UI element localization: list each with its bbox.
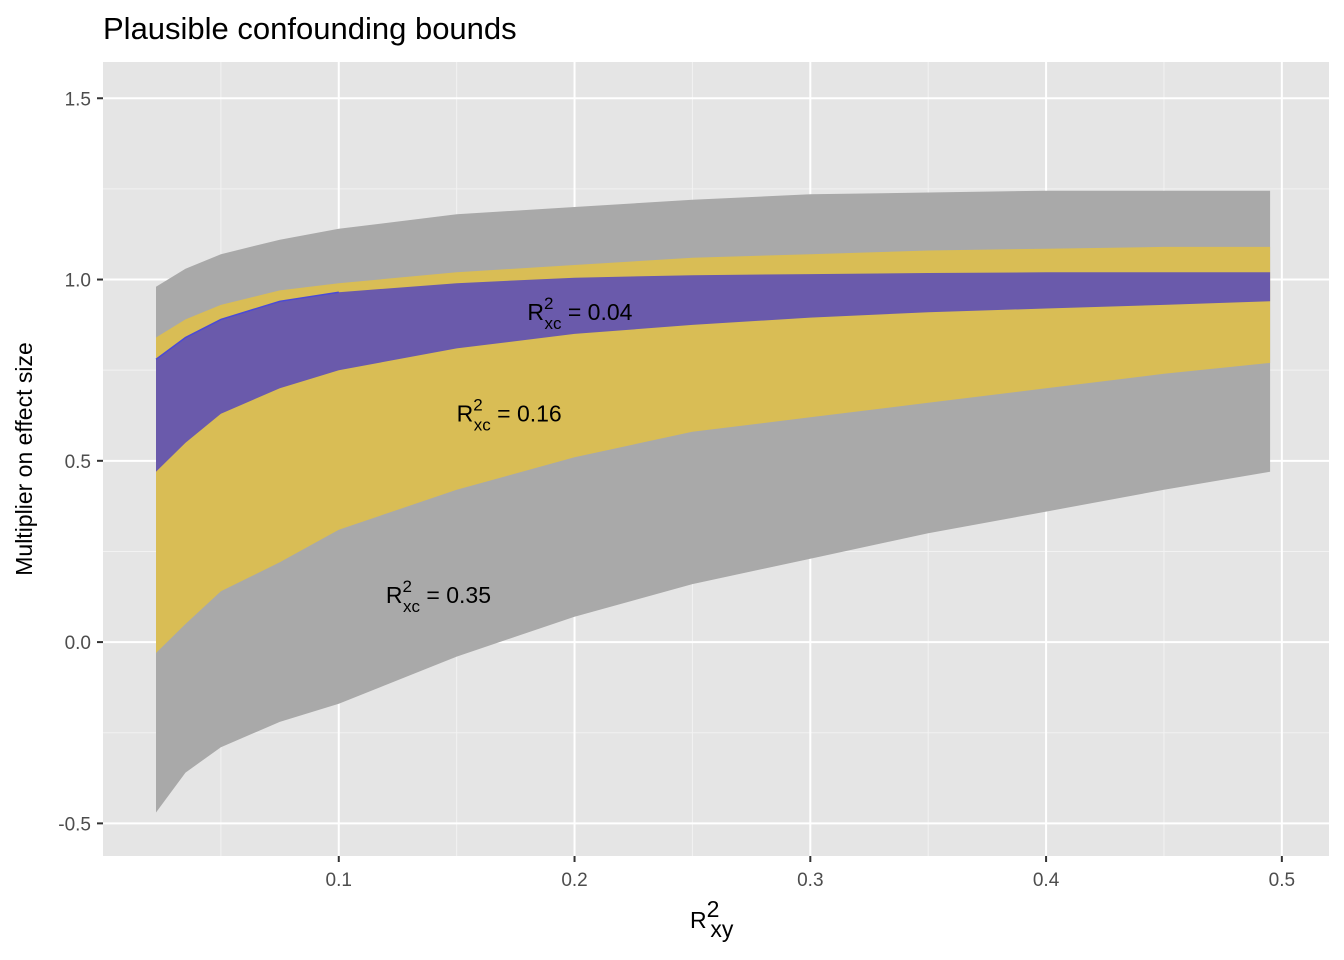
- y-tick-label: 1.5: [65, 89, 91, 110]
- x-tick-label: 0.1: [326, 870, 352, 891]
- confidence-bands: [155, 190, 1271, 813]
- x-tick-label: 0.3: [797, 870, 823, 891]
- band-label-2: R2 xc = 0.16: [457, 396, 562, 435]
- band-annotations: R2 xc = 0.04 R2 xc = 0.16 R2 xc = 0.35: [386, 294, 633, 616]
- band-3: [156, 272, 1271, 472]
- x-axis: 0.1 0.2 0.3 0.4 0.5: [326, 856, 1295, 891]
- x-tick-label: 0.4: [1033, 870, 1060, 891]
- y-tick-label: 0.5: [65, 452, 91, 473]
- x-axis-title: R2 xy: [690, 896, 734, 942]
- y-axis-title: Multiplier on effect size: [11, 342, 37, 576]
- y-tick-label: 0.0: [65, 633, 91, 654]
- band-label-3: R2 xc = 0.35: [386, 577, 491, 616]
- x-axis-title-text: R2 xy: [690, 896, 734, 942]
- chart-title: Plausible confounding bounds: [103, 11, 517, 46]
- x-tick-label: 0.2: [561, 870, 587, 891]
- band-3-edge: [155, 291, 339, 360]
- y-tick-label: 1.0: [65, 271, 91, 292]
- y-axis: -0.5 0.0 0.5 1.0 1.5: [58, 89, 103, 835]
- y-tick-label: -0.5: [58, 814, 91, 835]
- x-tick-label: 0.5: [1269, 870, 1295, 891]
- band-label-1: R2 xc = 0.04: [527, 294, 632, 333]
